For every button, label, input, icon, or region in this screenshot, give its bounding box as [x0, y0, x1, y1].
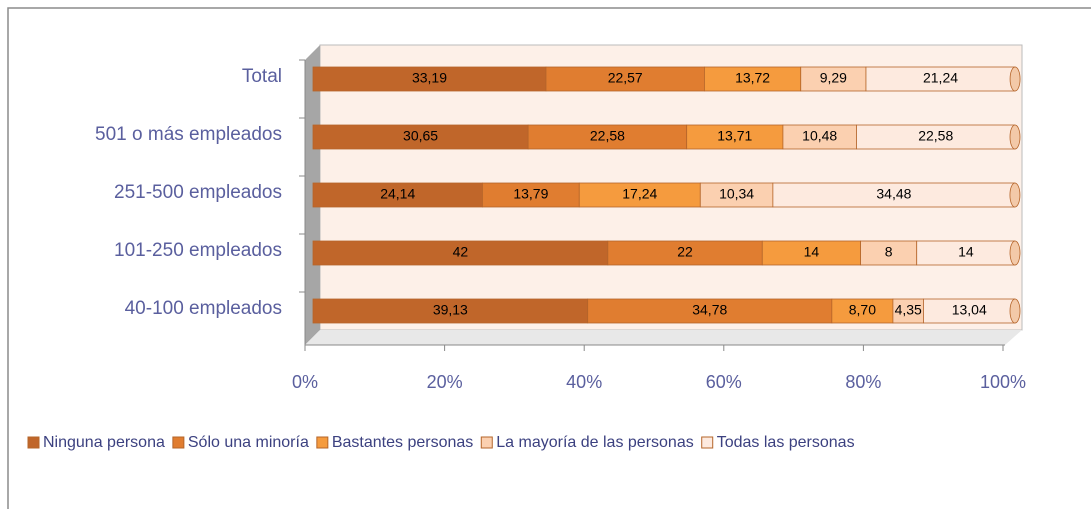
legend-label: Todas las personas — [717, 434, 855, 451]
value-label: 34,48 — [876, 186, 911, 202]
value-label: 10,48 — [802, 128, 837, 144]
bar-end — [1009, 66, 1021, 92]
bar-segment — [923, 298, 1016, 324]
value-label: 17,24 — [622, 186, 657, 202]
value-label: 4,35 — [895, 302, 922, 318]
floor — [305, 330, 1022, 345]
bar-end — [1009, 298, 1021, 324]
bar-segment — [482, 182, 580, 208]
y-tick-label: 501 o más empleados — [95, 124, 282, 145]
bar-segment — [831, 298, 894, 324]
legend-swatch — [701, 436, 714, 449]
value-label: 21,24 — [923, 70, 958, 86]
bar-segment — [578, 182, 701, 208]
bar-segment — [312, 182, 483, 208]
x-tick-label: 40% — [566, 372, 602, 392]
bar-segment — [312, 124, 529, 150]
bar-segment — [772, 182, 1016, 208]
value-label: 22 — [677, 244, 693, 260]
value-label: 13,72 — [735, 70, 770, 86]
y-tick-label: 251-500 empleados — [114, 182, 282, 203]
y-tick-label: Total — [242, 66, 282, 87]
value-label: 22,58 — [590, 128, 625, 144]
legend-swatch — [172, 436, 185, 449]
x-tick-label: 20% — [427, 372, 463, 392]
x-tick-label: 100% — [980, 372, 1026, 392]
y-tick-label: 101-250 empleados — [114, 240, 282, 261]
value-label: 33,19 — [412, 70, 447, 86]
x-tick-label: 0% — [292, 372, 318, 392]
bar-segment — [607, 240, 763, 266]
frame — [7, 7, 1091, 509]
bar-end — [1009, 182, 1021, 208]
x-tick-label: 60% — [706, 372, 742, 392]
value-label: 9,29 — [820, 70, 847, 86]
bar-segment — [704, 66, 802, 92]
value-label: 22,58 — [918, 128, 953, 144]
legend-label: La mayoría de las personas — [496, 434, 693, 451]
value-label: 10,34 — [719, 186, 754, 202]
bar-segment — [782, 124, 857, 150]
bar-segment — [860, 240, 918, 266]
y-tick-label: 40-100 empleados — [125, 298, 282, 319]
value-label: 14 — [804, 244, 820, 260]
bar-segment — [312, 298, 589, 324]
bar-end — [1009, 240, 1021, 266]
bar-segment — [686, 124, 784, 150]
bar-segment — [527, 124, 688, 150]
value-label: 13,71 — [717, 128, 752, 144]
value-label: 14 — [958, 244, 974, 260]
value-label: 8,70 — [849, 302, 876, 318]
bar-end — [1009, 124, 1021, 150]
legend-label: Ninguna persona — [43, 434, 165, 451]
legend-swatch — [316, 436, 329, 449]
legend-label: Sólo una minoría — [188, 434, 309, 451]
legend-label: Bastantes personas — [332, 434, 473, 451]
value-label: 42 — [453, 244, 469, 260]
bar-segment — [587, 298, 833, 324]
bar-segment — [699, 182, 774, 208]
value-label: 13,79 — [513, 186, 548, 202]
x-tick-label: 80% — [845, 372, 881, 392]
value-label: 39,13 — [433, 302, 468, 318]
legend-swatch — [27, 436, 40, 449]
value-label: 30,65 — [403, 128, 438, 144]
value-label: 8 — [885, 244, 893, 260]
legend-swatch — [480, 436, 493, 449]
value-label: 24,14 — [380, 186, 415, 202]
value-label: 34,78 — [692, 302, 727, 318]
value-label: 13,04 — [952, 302, 987, 318]
side-wall — [305, 45, 320, 345]
value-label: 22,57 — [608, 70, 643, 86]
bar-segment — [312, 240, 609, 266]
bar-segment — [761, 240, 861, 266]
